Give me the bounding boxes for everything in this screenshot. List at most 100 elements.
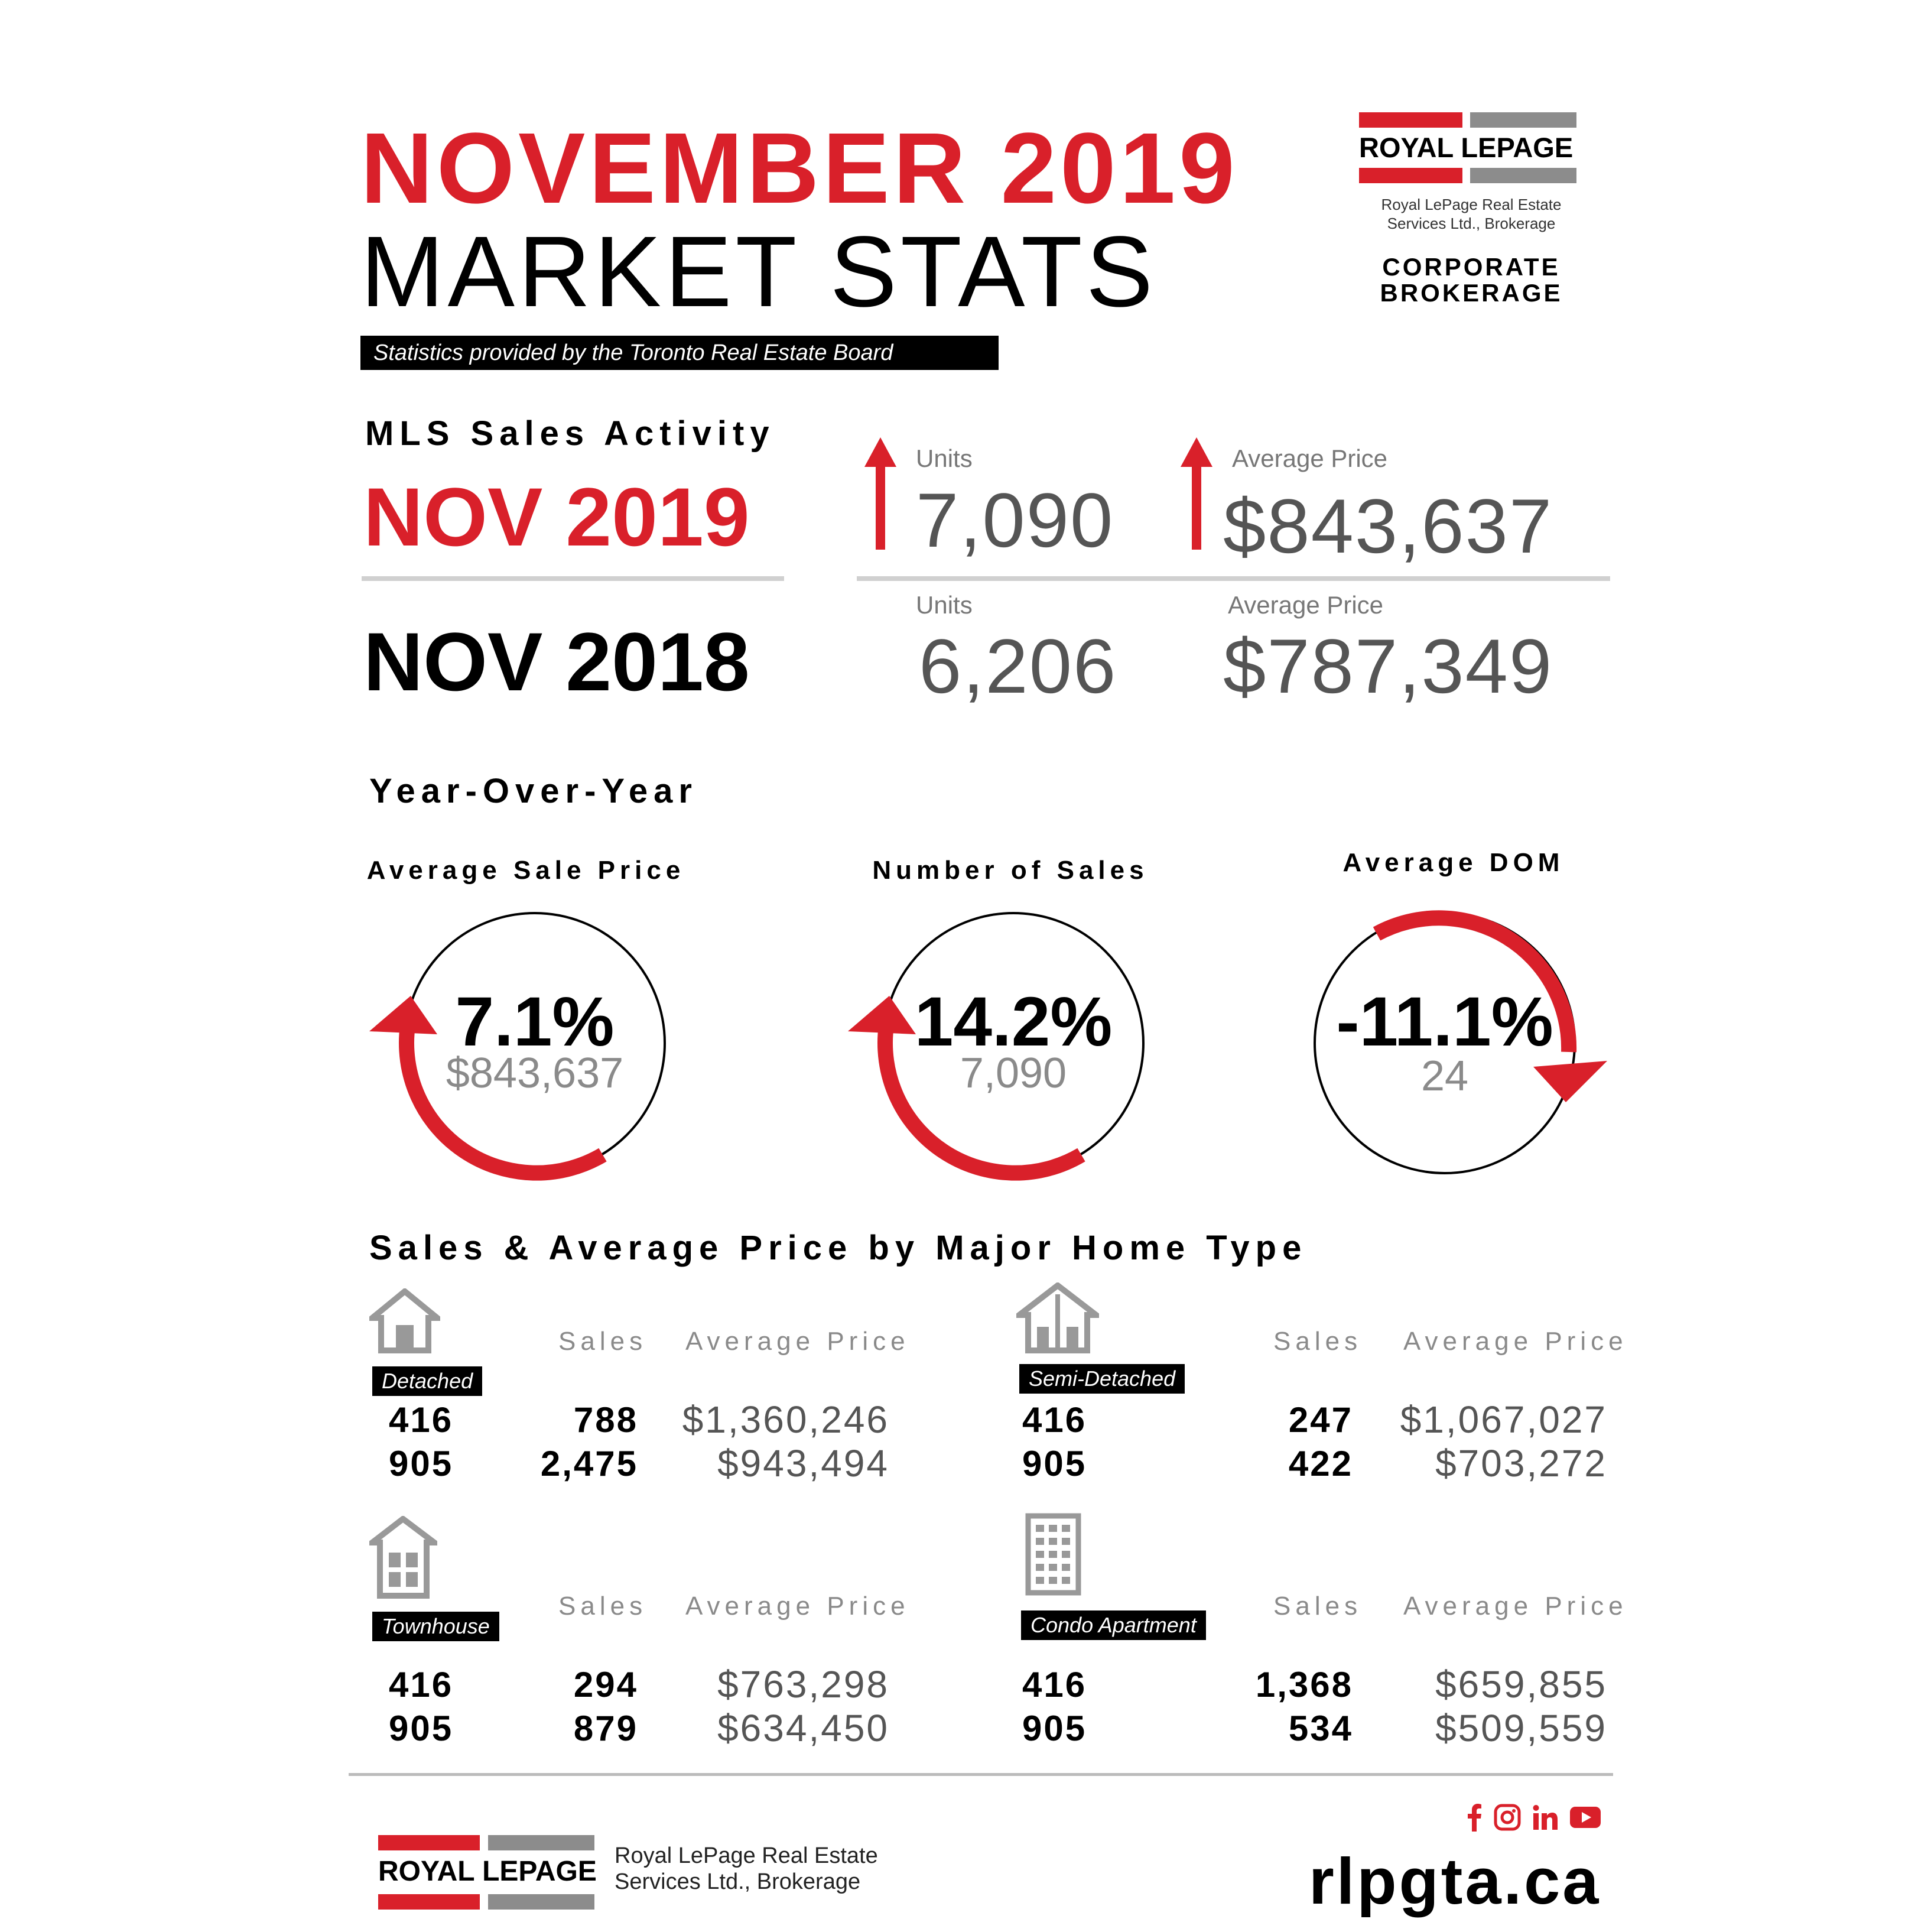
footer-company-line-1: Royal LePage Real Estate: [615, 1843, 878, 1868]
metric-value-avg-sale-price: $843,637: [446, 1050, 624, 1097]
logo-company-line-1: Royal LePage Real Estate: [1381, 196, 1562, 213]
current-units-label: Units: [916, 444, 973, 472]
logo-gray-bar: [1470, 112, 1576, 128]
semi-price-header: Average Price: [1403, 1327, 1628, 1356]
footer-divider: [349, 1773, 1613, 1776]
youtube-icon[interactable]: [1569, 1806, 1601, 1829]
current-price-value: $843,637: [1223, 483, 1553, 569]
townhouse-region-905: 905: [389, 1709, 454, 1748]
footer-logo-brand: ROYAL LEPAGE: [378, 1856, 597, 1887]
metric-value-avg-dom: 24: [1420, 1053, 1469, 1100]
mls-heading: MLS Sales Activity: [365, 414, 775, 453]
footer-company: Royal LePage Real Estate Services Ltd., …: [615, 1843, 878, 1895]
detached-region-905: 905: [389, 1444, 454, 1483]
semi-price-416: $1,067,027: [1400, 1398, 1607, 1441]
title-line-1: NOVEMBER 2019: [360, 112, 1238, 225]
footer-logo-gray-bar-bottom: [488, 1894, 594, 1910]
townhouse-sales-416: 294: [573, 1665, 638, 1704]
type-badge-semi-detached: Semi-Detached: [1019, 1364, 1185, 1394]
house-icon: [369, 1288, 440, 1353]
instagram-icon[interactable]: [1494, 1804, 1521, 1831]
logo-division-line-2: BROKERAGE: [1380, 279, 1563, 307]
previous-period-label: NOV 2018: [363, 615, 750, 708]
condo-price-416: $659,855: [1435, 1663, 1607, 1706]
detached-price-905: $943,494: [717, 1442, 889, 1485]
semi-region-905: 905: [1022, 1444, 1087, 1483]
townhouse-sales-header: Sales: [558, 1592, 648, 1621]
divider-right: [857, 576, 1610, 581]
condo-region-416: 416: [1022, 1665, 1087, 1704]
townhouse-region-416: 416: [389, 1665, 454, 1704]
semi-detached-house-icon: [1016, 1282, 1099, 1353]
townhouse-price-905: $634,450: [717, 1707, 889, 1749]
condo-sales-header: Sales: [1273, 1592, 1363, 1621]
semi-sales-header: Sales: [1273, 1327, 1363, 1356]
footer-logo-red-bar: [378, 1835, 480, 1850]
previous-price-label: Average Price: [1228, 591, 1384, 619]
website-link[interactable]: rlpgta.ca: [1309, 1845, 1601, 1918]
price-up-arrow-icon: [1181, 437, 1212, 550]
logo-division: CORPORATE BROKERAGE: [1359, 254, 1584, 306]
source-note: Statistics provided by the Toronto Real …: [360, 336, 999, 370]
condo-sales-416: 1,368: [1255, 1665, 1353, 1704]
logo-company-line-2: Services Ltd., Brokerage: [1387, 215, 1556, 232]
detached-sales-header: Sales: [558, 1327, 648, 1356]
royal-lepage-logo-top: ROYAL LEPAGE Royal LePage Real Estate Se…: [1359, 112, 1584, 313]
metric-label-number-of-sales: Number of Sales: [872, 856, 1149, 885]
logo-division-line-1: CORPORATE: [1382, 253, 1561, 281]
logo-gray-bar-bottom: [1470, 168, 1576, 183]
metric-value-number-of-sales: 7,090: [960, 1050, 1067, 1097]
title-line-2: MARKET STATS: [360, 216, 1157, 328]
metric-label-avg-sale-price: Average Sale Price: [366, 856, 685, 885]
semi-sales-416: 247: [1288, 1400, 1353, 1440]
social-icons: [1465, 1803, 1601, 1832]
current-price-label: Average Price: [1232, 444, 1388, 472]
home-types-heading: Sales & Average Price by Major Home Type: [369, 1229, 1308, 1267]
previous-units-value: 6,206: [919, 623, 1117, 709]
divider-left: [362, 576, 784, 581]
detached-sales-905: 2,475: [540, 1444, 638, 1483]
condo-price-header: Average Price: [1403, 1592, 1628, 1621]
yoy-circle-avg-sale-price: [369, 912, 666, 1181]
townhouse-price-header: Average Price: [685, 1592, 910, 1621]
current-period-label: NOV 2019: [363, 470, 750, 563]
detached-price-header: Average Price: [685, 1327, 910, 1356]
royal-lepage-logo-footer: ROYAL LEPAGE: [378, 1835, 597, 1915]
townhouse-icon: [369, 1516, 437, 1599]
units-up-arrow-icon: [864, 437, 896, 550]
linkedin-icon[interactable]: [1532, 1804, 1559, 1831]
metric-label-avg-dom: Average DOM: [1342, 848, 1565, 877]
previous-units-label: Units: [916, 591, 973, 619]
footer-company-line-2: Services Ltd., Brokerage: [615, 1869, 861, 1894]
type-badge-detached: Detached: [372, 1366, 483, 1396]
metric-pct-avg-dom: -11.1%: [1336, 983, 1553, 1061]
detached-price-416: $1,360,246: [682, 1398, 889, 1441]
yoy-circle-number-of-sales: [848, 912, 1145, 1181]
facebook-icon[interactable]: [1465, 1803, 1483, 1832]
logo-company: Royal LePage Real Estate Services Ltd., …: [1377, 195, 1566, 233]
type-badge-townhouse: Townhouse: [372, 1612, 499, 1641]
logo-red-bar: [1359, 112, 1462, 128]
condo-price-905: $509,559: [1435, 1707, 1607, 1749]
yoy-circle-avg-dom: [1314, 910, 1607, 1174]
footer-logo-gray-bar: [488, 1835, 594, 1850]
footer-logo-red-bar-bottom: [378, 1894, 480, 1910]
apartment-building-icon: [1025, 1513, 1081, 1596]
yoy-heading: Year-Over-Year: [369, 772, 698, 810]
townhouse-sales-905: 879: [573, 1709, 638, 1748]
townhouse-price-416: $763,298: [717, 1663, 889, 1706]
logo-brand: ROYAL LEPAGE: [1359, 132, 1574, 163]
metric-pct-avg-sale-price: 7.1%: [455, 983, 615, 1061]
detached-region-416: 416: [389, 1400, 454, 1440]
metric-pct-number-of-sales: 14.2%: [914, 983, 1113, 1061]
detached-sales-416: 788: [573, 1400, 638, 1440]
condo-sales-905: 534: [1288, 1709, 1353, 1748]
current-units-value: 7,090: [916, 477, 1114, 563]
previous-price-value: $787,349: [1223, 623, 1553, 709]
type-badge-condo-apartment: Condo Apartment: [1021, 1610, 1206, 1640]
condo-region-905: 905: [1022, 1709, 1087, 1748]
logo-red-bar-bottom: [1359, 168, 1462, 183]
arrow-head-up: [369, 996, 437, 1034]
semi-region-416: 416: [1022, 1400, 1087, 1440]
semi-sales-905: 422: [1288, 1444, 1353, 1483]
